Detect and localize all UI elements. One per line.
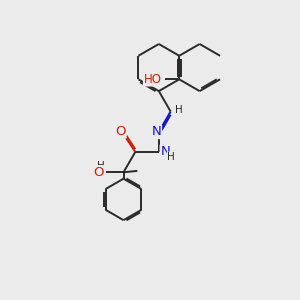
Text: H: H [97, 161, 105, 171]
Text: O: O [93, 166, 104, 179]
Text: O: O [115, 125, 126, 138]
Text: HO: HO [144, 73, 162, 86]
Text: N: N [160, 146, 170, 158]
Text: H: H [167, 152, 175, 162]
Text: H: H [175, 105, 183, 115]
Text: N: N [152, 125, 161, 138]
